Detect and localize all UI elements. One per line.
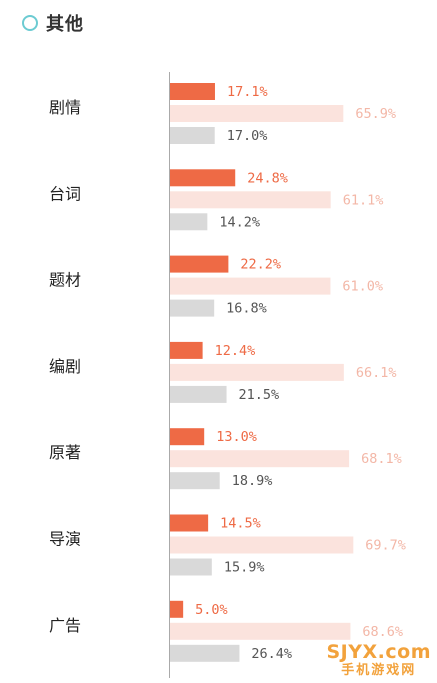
- section-header: 其他: [22, 11, 84, 35]
- data-label: 68.1%: [361, 451, 402, 467]
- data-label: 61.0%: [342, 279, 383, 295]
- bar: [170, 213, 208, 231]
- watermark-logo: SJYX.com 手机游戏网: [326, 641, 431, 678]
- bar: [170, 255, 229, 273]
- category-label: 剧情: [49, 98, 81, 117]
- bar: [170, 277, 331, 295]
- bar: [170, 472, 220, 490]
- data-label: 26.4%: [251, 646, 292, 662]
- section-title: 其他: [46, 14, 84, 35]
- data-label: 15.9%: [224, 560, 265, 576]
- data-label: 18.9%: [232, 473, 273, 489]
- data-label: 65.9%: [355, 106, 396, 122]
- circle-icon: [22, 15, 38, 31]
- data-label: 24.8%: [247, 170, 288, 186]
- data-label: 17.1%: [227, 84, 268, 100]
- category-label: 广告: [49, 616, 81, 635]
- data-label: 68.6%: [362, 624, 403, 640]
- data-label: 69.7%: [365, 538, 406, 554]
- bar: [170, 450, 350, 468]
- bar: [170, 514, 209, 532]
- data-label: 5.0%: [195, 602, 228, 618]
- bar: [170, 536, 354, 554]
- bar: [170, 558, 212, 576]
- bar: [170, 622, 351, 640]
- bar: [170, 299, 215, 317]
- bar: [170, 363, 344, 381]
- bar: [170, 428, 205, 446]
- bar: [170, 83, 215, 100]
- category-label: 台词: [49, 184, 81, 203]
- category-label: 导演: [49, 530, 81, 549]
- data-label: 22.2%: [240, 257, 281, 273]
- category-label: 原著: [49, 443, 81, 462]
- bar: [170, 191, 331, 209]
- bar: [170, 341, 203, 359]
- bar: [170, 385, 227, 403]
- data-label: 14.5%: [220, 516, 261, 532]
- data-label: 21.5%: [239, 387, 280, 403]
- data-label: 13.0%: [216, 429, 257, 445]
- bar: [170, 127, 215, 144]
- data-label: 66.1%: [356, 365, 397, 381]
- data-label: 16.8%: [226, 301, 267, 317]
- data-label: 12.4%: [215, 343, 256, 359]
- data-label: 17.0%: [227, 128, 268, 144]
- bar: [170, 105, 344, 122]
- category-label: 题材: [49, 271, 81, 290]
- category-label: 编剧: [49, 357, 81, 376]
- bar: [170, 169, 236, 187]
- bar: [170, 600, 184, 618]
- data-label: 14.2%: [219, 214, 260, 230]
- bar: [170, 644, 240, 662]
- data-label: 61.1%: [343, 192, 384, 208]
